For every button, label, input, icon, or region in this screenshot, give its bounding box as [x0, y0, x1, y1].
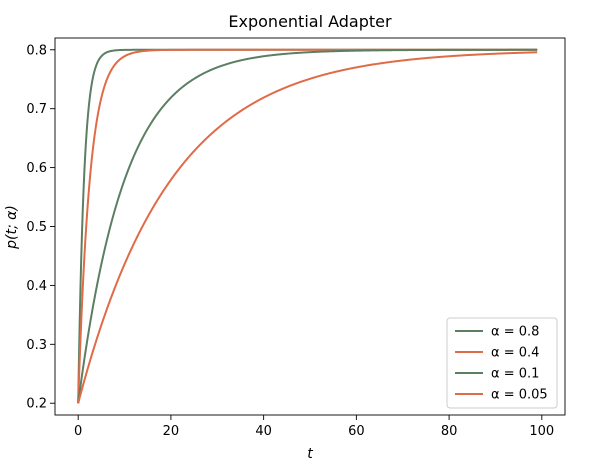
- y-tick-label: 0.6: [26, 161, 47, 176]
- x-tick-label: 20: [163, 424, 180, 439]
- y-tick-label: 0.7: [26, 102, 47, 117]
- axis-ticks: 0 20 40 60 80 100 0.2 0.3 0.4 0.5 0.6 0.7 0.8: [26, 43, 554, 439]
- legend: α = 0.8 α = 0.4 α = 0.1 α = 0.05: [446, 317, 558, 409]
- chart-title: Exponential Adapter: [228, 12, 392, 31]
- x-tick-label: 60: [348, 424, 365, 439]
- legend-label: α = 0.4: [491, 346, 539, 361]
- legend-label: α = 0.1: [491, 367, 539, 382]
- x-tick-label: 40: [255, 424, 272, 439]
- legend-label: α = 0.05: [491, 388, 548, 403]
- x-axis-label: t: [307, 446, 313, 462]
- series-line-2: [77, 48, 538, 404]
- series-lines: [77, 48, 538, 404]
- y-tick-label: 0.8: [26, 43, 47, 58]
- series-line-3: [77, 51, 538, 404]
- legend-label: α = 0.8: [491, 325, 539, 340]
- y-axis-label: p(t; α): [4, 205, 20, 250]
- legend-box: [446, 317, 558, 409]
- x-tick-label: 0: [74, 424, 82, 439]
- y-tick-label: 0.4: [26, 279, 47, 294]
- x-tick-label: 100: [529, 424, 554, 439]
- y-tick-label: 0.2: [26, 397, 47, 412]
- x-tick-label: 80: [441, 424, 458, 439]
- plot-frame: [54, 37, 566, 416]
- y-tick-label: 0.3: [26, 338, 47, 353]
- y-tick-label: 0.5: [26, 220, 47, 235]
